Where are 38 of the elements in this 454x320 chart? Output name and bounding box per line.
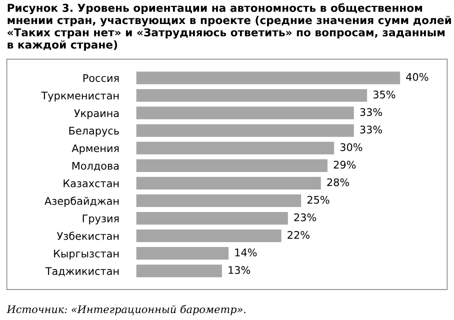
y-tick-label: Украина (74, 109, 119, 120)
y-tick-label: Армения (72, 144, 119, 154)
bar (136, 264, 222, 278)
bar (136, 247, 229, 260)
bar (136, 124, 354, 137)
bar (136, 194, 302, 208)
data-label: 29% (334, 160, 356, 169)
y-tick-label: Таджикистан (45, 267, 119, 276)
chart-title: Рисунок 3. Уровень ориентации на автономность в общественном мнении стран, участвующих в проекте (средние значения сумм долей «Таких стран нет» и «Затрудняюсь ответить» по вопросам, заданным в каждой стране) (8, 3, 451, 51)
bar (136, 106, 354, 120)
data-label: 13% (228, 266, 250, 274)
y-tick-label: Молдова (72, 162, 119, 172)
bar (136, 142, 334, 154)
data-label: 22% (288, 230, 310, 239)
data-label: 40% (406, 73, 428, 81)
bar (136, 72, 400, 84)
data-label: 33% (360, 108, 382, 116)
bar (136, 89, 368, 102)
bar (136, 212, 288, 225)
text: Источник: «Интеграционный барометр». (6, 304, 246, 316)
data-label: 28% (327, 178, 350, 186)
data-label: 25% (307, 196, 330, 204)
data-label: 23% (294, 213, 316, 222)
bar (136, 159, 328, 172)
data-label: 14% (235, 248, 257, 256)
y-tick-label: Туркменистан (41, 92, 119, 102)
y-tick-label: Казахстан (64, 180, 119, 188)
y-tick-label: Кыргызстан (54, 250, 119, 260)
y-tick-label: Грузия (82, 214, 119, 224)
data-label: 33% (360, 126, 382, 134)
bar (136, 176, 321, 190)
y-tick-label: Узбекистан (56, 232, 119, 240)
y-tick-label: Беларусь (69, 126, 119, 137)
data-label: 30% (340, 143, 362, 152)
data-label: 35% (373, 90, 396, 98)
bar (136, 230, 282, 242)
y-tick-label: Россия (83, 74, 119, 82)
y-tick-label: Азербайджан (44, 196, 119, 207)
